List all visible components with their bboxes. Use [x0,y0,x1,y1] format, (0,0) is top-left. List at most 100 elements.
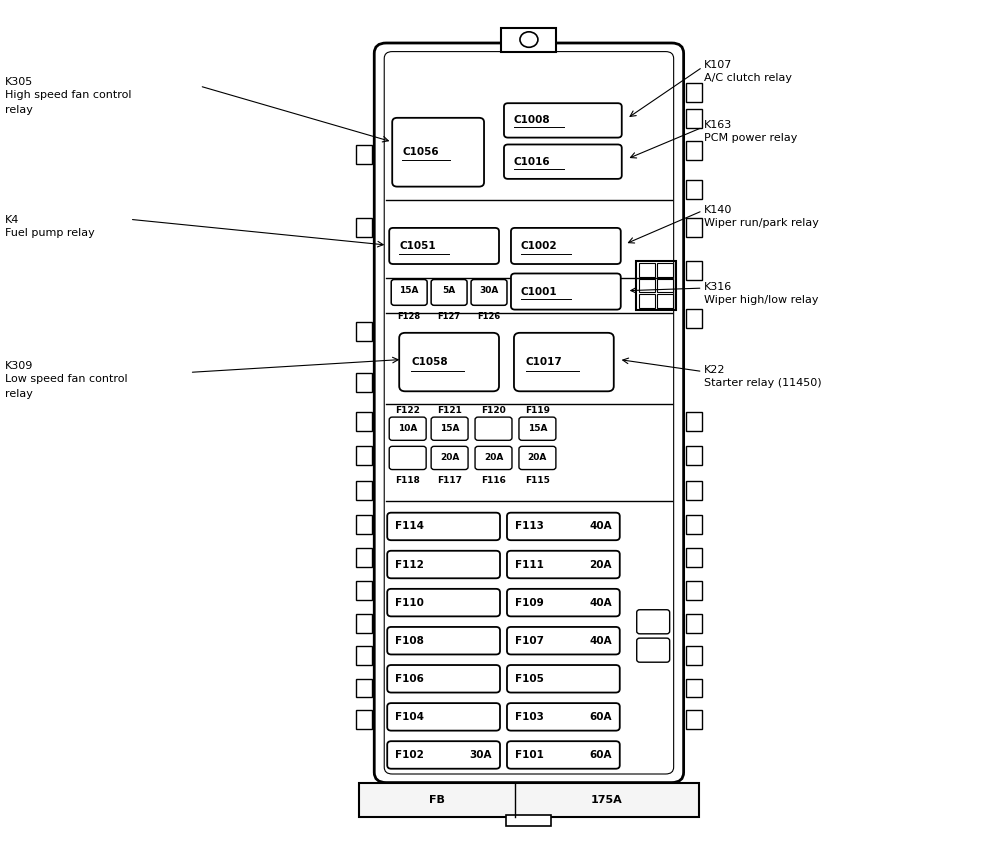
Text: Wiper high/low relay: Wiper high/low relay [704,295,818,305]
Bar [686,109,702,128]
Bar [356,515,372,534]
FancyBboxPatch shape [507,703,620,731]
Bar [686,309,702,328]
Text: 10A: 10A [398,424,417,433]
Text: Starter relay (11450): Starter relay (11450) [704,378,821,388]
FancyBboxPatch shape [387,741,500,769]
Text: C1002: C1002 [521,241,558,251]
Text: F107: F107 [515,636,544,646]
Bar [507,815,552,826]
Text: F117: F117 [437,476,462,485]
Bar [686,614,702,633]
Bar [636,261,676,310]
Text: 15A: 15A [399,286,419,295]
Text: F114: F114 [395,521,424,531]
Bar [356,614,372,633]
Bar [686,646,702,665]
Bar [356,646,372,665]
Text: 20A: 20A [484,453,503,463]
Text: F116: F116 [481,476,506,485]
Bar [657,263,673,277]
FancyBboxPatch shape [507,589,620,617]
FancyBboxPatch shape [637,610,670,634]
FancyBboxPatch shape [475,446,512,470]
Bar [686,548,702,567]
Bar [686,446,702,465]
Bar [356,412,372,431]
Text: F103: F103 [515,712,544,722]
Text: F105: F105 [515,673,544,684]
Text: F102: F102 [395,750,424,760]
Bar [686,412,702,431]
FancyBboxPatch shape [392,118,484,187]
Text: C1056: C1056 [402,147,439,157]
Text: K22: K22 [704,365,726,375]
FancyBboxPatch shape [519,417,556,440]
Bar [657,279,673,292]
Text: 15A: 15A [440,424,459,433]
Text: F113: F113 [515,521,544,531]
Text: F108: F108 [395,636,424,646]
Text: 20A: 20A [440,453,459,463]
Bar [356,218,372,237]
Bar [686,679,702,697]
Text: F106: F106 [395,673,424,684]
Text: F118: F118 [395,476,420,485]
Text: C1017: C1017 [526,357,563,367]
Bar [686,261,702,280]
Text: K316: K316 [704,282,732,292]
Bar [657,294,673,308]
Bar [356,446,372,465]
FancyBboxPatch shape [475,417,512,440]
Bar [356,322,372,341]
FancyBboxPatch shape [507,513,620,540]
Text: F115: F115 [525,476,550,485]
FancyBboxPatch shape [387,513,500,540]
Text: K305: K305 [5,77,33,88]
Bar [356,145,372,164]
FancyBboxPatch shape [384,52,674,774]
Text: F111: F111 [515,560,544,569]
Text: K309: K309 [5,361,33,372]
Bar [356,710,372,729]
Text: F104: F104 [395,712,424,722]
Bar [359,783,699,817]
Bar [686,515,702,534]
FancyBboxPatch shape [389,417,426,440]
FancyBboxPatch shape [387,665,500,692]
FancyBboxPatch shape [389,446,426,470]
Bar [502,28,557,52]
Text: F120: F120 [481,406,506,415]
Bar [356,548,372,567]
Text: 20A: 20A [528,453,547,463]
Bar [356,481,372,500]
Text: Fuel pump relay: Fuel pump relay [5,228,95,238]
Text: F121: F121 [437,406,462,415]
Text: C1058: C1058 [411,357,448,367]
FancyBboxPatch shape [507,550,620,578]
Bar [639,263,655,277]
Text: 40A: 40A [589,521,612,531]
Text: C1051: C1051 [399,241,436,251]
Bar [686,581,702,600]
Text: F109: F109 [515,598,544,608]
Bar [686,710,702,729]
Text: 15A: 15A [528,424,547,433]
FancyBboxPatch shape [391,280,427,305]
Text: K163: K163 [704,120,732,131]
Text: 20A: 20A [589,560,612,569]
FancyBboxPatch shape [431,417,468,440]
FancyBboxPatch shape [504,144,622,179]
FancyBboxPatch shape [519,446,556,470]
FancyBboxPatch shape [514,333,614,391]
Text: F112: F112 [395,560,424,569]
Bar [686,218,702,237]
FancyBboxPatch shape [471,280,507,305]
FancyBboxPatch shape [637,638,670,662]
Text: F128: F128 [397,312,421,321]
Text: relay: relay [5,105,33,115]
Bar [686,481,702,500]
Text: PCM power relay: PCM power relay [704,133,797,144]
Text: C1008: C1008 [514,115,551,126]
FancyBboxPatch shape [387,627,500,654]
